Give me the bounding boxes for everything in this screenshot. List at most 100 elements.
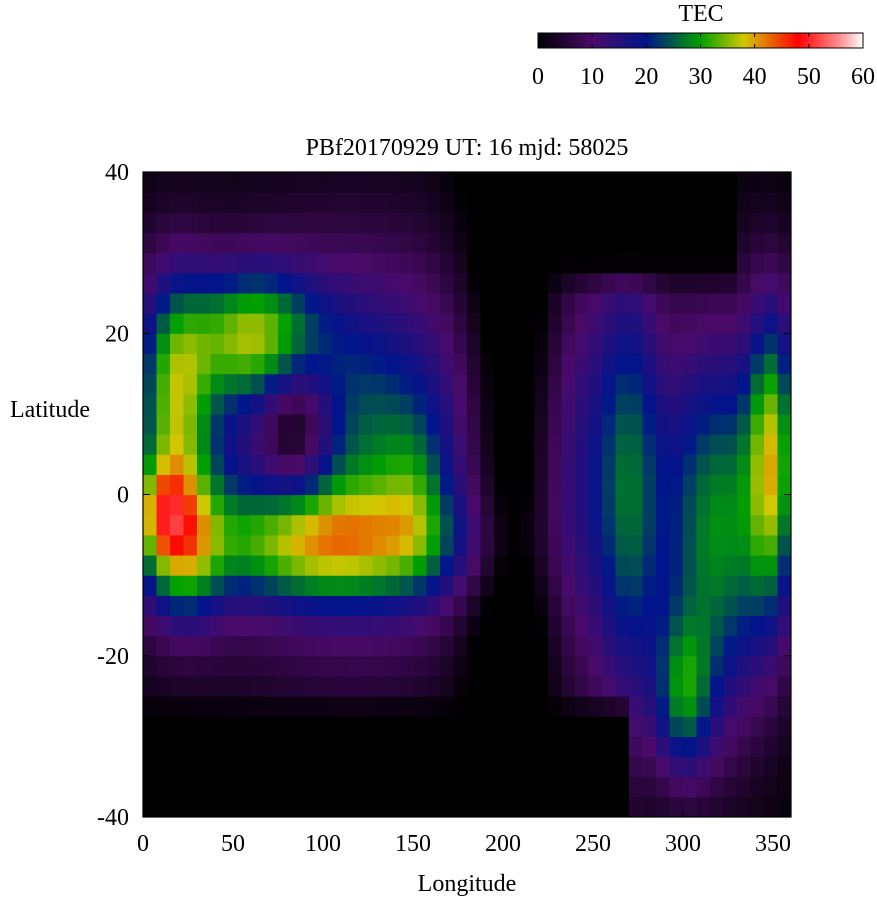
heatmap-cell (183, 333, 198, 355)
heatmap-cell (372, 736, 387, 758)
heatmap-cell (710, 595, 725, 617)
heatmap-cell (264, 575, 279, 596)
heatmap-cell (696, 232, 711, 254)
heatmap-cell (629, 434, 644, 455)
heatmap-cell (615, 434, 630, 455)
heatmap-cell (426, 232, 441, 254)
heatmap-cell (723, 554, 738, 576)
heatmap-cell (656, 413, 671, 435)
heatmap-cell (440, 333, 455, 355)
heatmap-cell (359, 172, 374, 193)
heatmap-cell (156, 756, 171, 778)
heatmap-cell (764, 534, 779, 556)
heatmap-cell (588, 494, 603, 516)
heatmap-cell (602, 736, 617, 758)
x-tick-label: 200 (485, 831, 521, 857)
heatmap-cell (318, 373, 333, 395)
heatmap-cell (426, 353, 441, 375)
heatmap-cell (318, 252, 333, 274)
heatmap-cell (710, 192, 725, 213)
heatmap-cell (251, 272, 266, 294)
heatmap-cell (170, 756, 185, 778)
heatmap-cell (494, 434, 509, 455)
heatmap-cell (291, 373, 306, 395)
heatmap-cell (521, 595, 536, 617)
heatmap-cell (210, 252, 225, 274)
heatmap-cell (264, 534, 279, 556)
heatmap-cell (737, 232, 752, 254)
heatmap-cell (386, 252, 401, 274)
heatmap-cell (602, 192, 617, 213)
heatmap-cell (386, 434, 401, 455)
heatmap-cell (440, 615, 455, 637)
heatmap-cell (615, 615, 630, 637)
heatmap-cell (615, 292, 630, 314)
heatmap-cell (332, 776, 347, 798)
heatmap-cell (683, 736, 698, 758)
heatmap-cell (615, 514, 630, 536)
heatmap-cell (696, 393, 711, 415)
heatmap-cell (588, 615, 603, 637)
heatmap-cell (507, 212, 522, 234)
heatmap-cell (399, 796, 414, 817)
heatmap-cell (777, 696, 791, 717)
heatmap-cell (305, 595, 320, 617)
heatmap-cell (453, 292, 468, 314)
heatmap-cell (723, 514, 738, 536)
heatmap-cell (696, 635, 711, 657)
heatmap-cell (305, 333, 320, 355)
heatmap-cell (413, 212, 428, 234)
heatmap-cell (453, 272, 468, 294)
heatmap-cell (615, 575, 630, 596)
heatmap-cell (480, 232, 495, 254)
heatmap-cell (251, 313, 266, 334)
heatmap-cell (291, 212, 306, 234)
heatmap-cell (629, 413, 644, 435)
heatmap-cell (521, 514, 536, 536)
heatmap-cell (453, 393, 468, 415)
heatmap-cell (372, 696, 387, 717)
heatmap-cell (750, 393, 765, 415)
heatmap-cell (197, 514, 212, 536)
heatmap-cell (278, 796, 293, 817)
heatmap-cell (683, 595, 698, 617)
heatmap-cell (156, 696, 171, 717)
heatmap-cell (548, 756, 563, 778)
heatmap-cell (170, 393, 185, 415)
heatmap-cell (453, 756, 468, 778)
heatmap-cell (197, 615, 212, 637)
heatmap-cell (332, 736, 347, 758)
heatmap-cell (602, 434, 617, 455)
heatmap-cell (602, 494, 617, 516)
heatmap-cell (278, 333, 293, 355)
heatmap-cell (656, 232, 671, 254)
heatmap-cell (278, 534, 293, 556)
heatmap-cell (426, 494, 441, 516)
x-tick-label: 300 (665, 831, 701, 857)
heatmap-cell (561, 716, 576, 737)
heatmap-cell (777, 454, 791, 475)
heatmap-cell (291, 292, 306, 314)
heatmap-cell (251, 756, 266, 778)
heatmap-cell (183, 494, 198, 516)
heatmap-cell (453, 595, 468, 617)
heatmap-cell (777, 716, 791, 737)
heatmap-cell (669, 675, 684, 697)
heatmap-cell (305, 675, 320, 697)
heatmap-cell (764, 575, 779, 596)
heatmap-cell (372, 575, 387, 596)
heatmap-cell (291, 756, 306, 778)
heatmap-cell (197, 313, 212, 334)
heatmap-cell (386, 474, 401, 496)
heatmap-cell (453, 736, 468, 758)
heatmap-cell (359, 292, 374, 314)
heatmap-cell (521, 494, 536, 516)
heatmap-cell (737, 333, 752, 355)
heatmap-cell (507, 272, 522, 294)
heatmap-cell (656, 172, 671, 193)
heatmap-cell (602, 514, 617, 536)
heatmap-cell (453, 413, 468, 435)
heatmap-cell (656, 514, 671, 536)
heatmap-cell (237, 776, 252, 798)
heatmap-cell (575, 736, 590, 758)
